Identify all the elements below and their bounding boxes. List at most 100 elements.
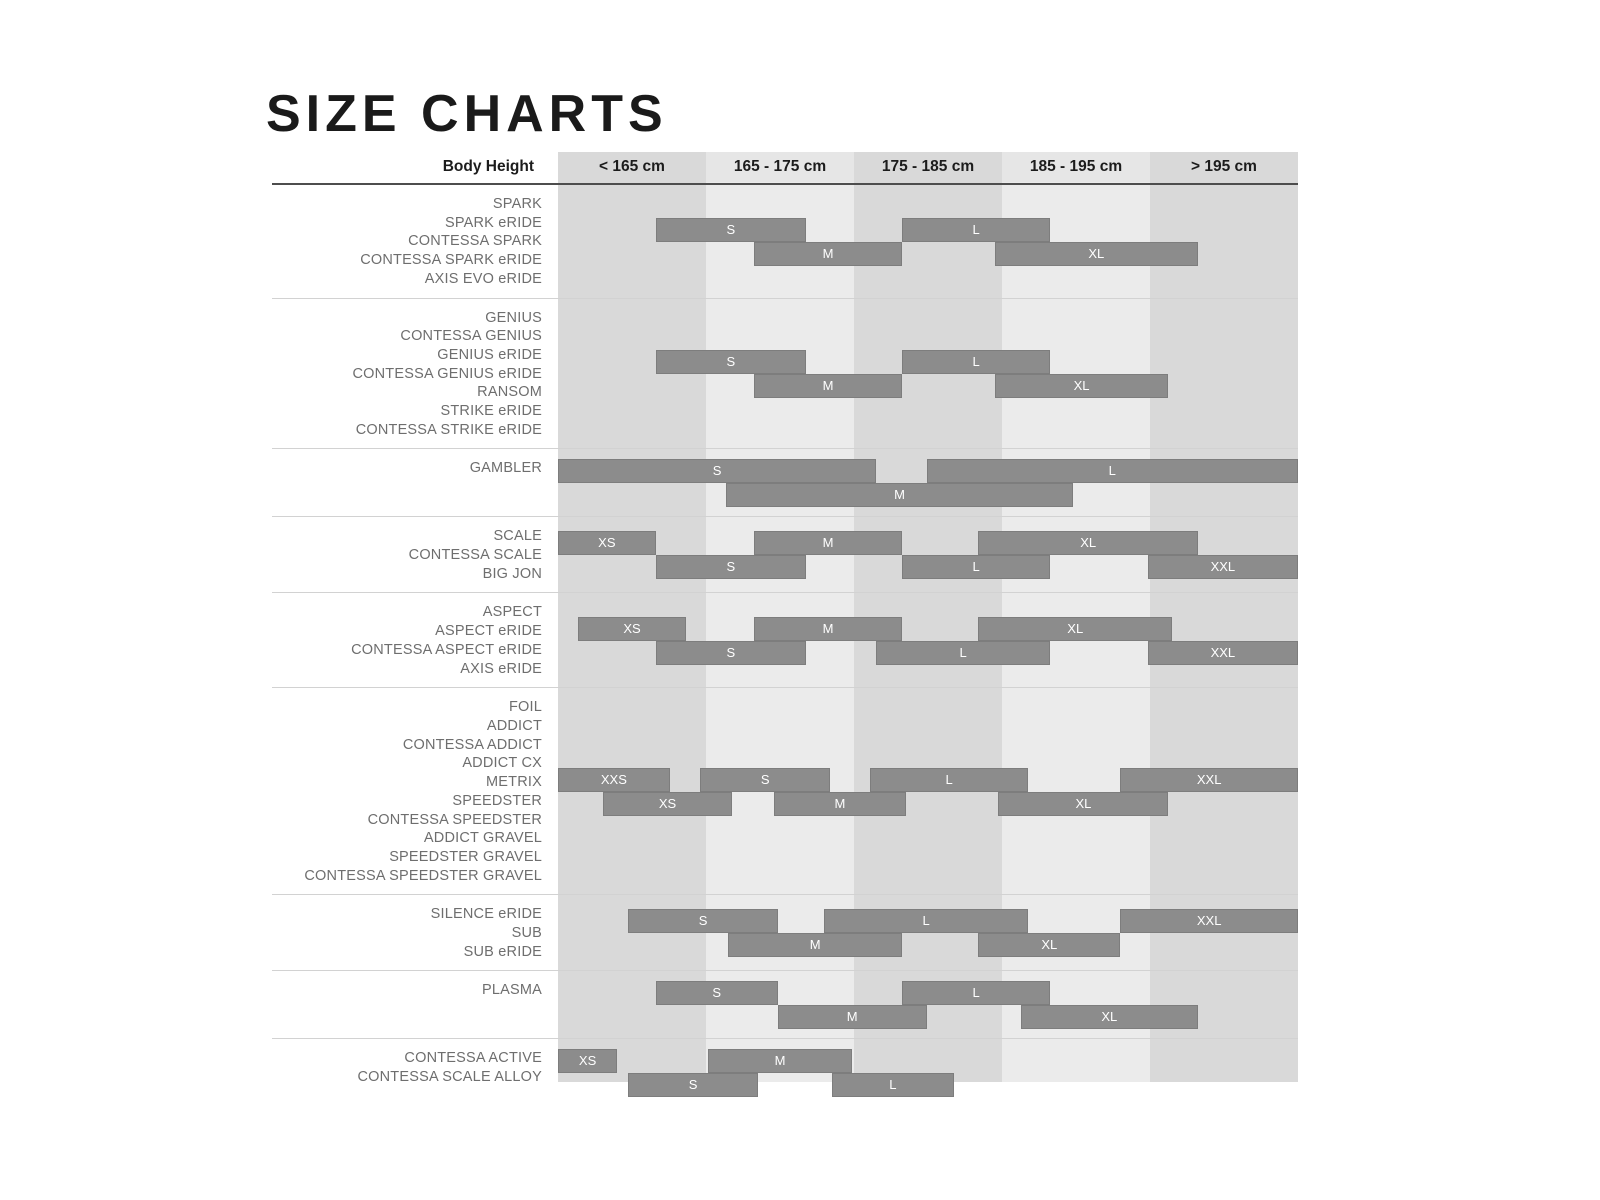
size-bar-row: XS M bbox=[558, 1049, 1298, 1074]
model-name: GENIUS eRIDE bbox=[437, 346, 542, 363]
model-name: ADDICT GRAVEL bbox=[423, 830, 542, 847]
size-bar-area: S L M XL bbox=[558, 185, 1298, 298]
size-chart-table: Body Height < 165 cm 165 - 175 cm 175 - 18… bbox=[272, 152, 1298, 1098]
size-bar-row: M XL bbox=[558, 373, 1298, 398]
size-bar-l: L bbox=[876, 640, 1051, 665]
size-bar-xxl: XXL bbox=[1120, 909, 1298, 934]
model-name: CONTESSA GENIUS bbox=[400, 328, 542, 345]
size-bar-row: XS M XL bbox=[558, 616, 1298, 641]
column-header-2: 165 - 175 cm bbox=[706, 152, 854, 182]
size-bar-xl: XL bbox=[1020, 1005, 1199, 1030]
model-group: SPARK SPARK eRIDE CONTESSA SPARK CONTESSA S… bbox=[272, 185, 1298, 299]
size-bar-xl: XL bbox=[994, 373, 1169, 398]
size-bar-m: M bbox=[708, 1049, 852, 1074]
size-bar-m: M bbox=[754, 531, 903, 556]
model-name: SCALE bbox=[493, 528, 542, 545]
size-bar-l: L bbox=[824, 909, 1028, 934]
size-bar-area: S L M XL bbox=[558, 971, 1298, 1038]
model-name-list: SILENCE eRIDE SUB SUB eRIDE bbox=[272, 905, 558, 961]
model-group: CONTESSA ACTIVE CONTESSA SCALE ALLOY XS M S L bbox=[272, 1039, 1298, 1107]
size-bar-xl: XL bbox=[994, 241, 1199, 266]
size-bar-s: S bbox=[655, 555, 806, 580]
size-bar-xxl: XXL bbox=[1147, 555, 1298, 580]
column-header-1: < 165 cm bbox=[558, 152, 706, 182]
table-header-row: Body Height < 165 cm 165 - 175 cm 175 - 18… bbox=[272, 152, 1298, 182]
size-bar-l: L bbox=[902, 981, 1051, 1006]
size-bar-xs: XS bbox=[558, 1049, 618, 1074]
model-name: GAMBLER bbox=[469, 460, 542, 477]
model-name-list: GENIUS CONTESSA GENIUS GENIUS eRIDE CONTESS… bbox=[272, 309, 558, 440]
size-bar-m: M bbox=[725, 483, 1074, 508]
size-bar-row: S L XXL bbox=[558, 909, 1298, 934]
model-group: SILENCE eRIDE SUB SUB eRIDE S L XXL M XL bbox=[272, 895, 1298, 972]
model-name-list: ASPECT ASPECT eRIDE CONTESSA ASPECT eRIDE A… bbox=[272, 603, 558, 678]
size-bar-row: M XL bbox=[558, 1005, 1298, 1030]
size-bar-m: M bbox=[777, 1005, 927, 1030]
model-name: ADDICT bbox=[486, 717, 542, 734]
model-name: CONTESSA STRIKE eRIDE bbox=[355, 421, 542, 438]
size-bar-row: S L XXL bbox=[558, 640, 1298, 665]
size-bar-xl: XL bbox=[978, 531, 1199, 556]
header-divider bbox=[272, 183, 1298, 185]
size-bar-l: L bbox=[902, 217, 1051, 242]
size-bar-xs: XS bbox=[577, 616, 686, 641]
model-name-list: FOIL ADDICT CONTESSA ADDICT ADDICT CX METRIX… bbox=[272, 698, 558, 885]
size-bar-xs: XS bbox=[558, 531, 656, 556]
model-name: SPARK eRIDE bbox=[444, 214, 542, 231]
size-bar-l: L bbox=[902, 555, 1051, 580]
model-name: CONTESSA ADDICT bbox=[402, 736, 542, 753]
model-name: SPEEDSTER bbox=[452, 792, 542, 809]
model-name: CONTESSA SCALE ALLOY bbox=[357, 1069, 542, 1086]
model-name: ADDICT CX bbox=[462, 755, 542, 772]
size-bar-row: XS M XL bbox=[558, 791, 1298, 816]
size-bar-row: M XL bbox=[558, 241, 1298, 266]
size-bar-row: M XL bbox=[558, 933, 1298, 958]
model-name: SILENCE eRIDE bbox=[430, 906, 542, 923]
model-group: SCALE CONTESSA SCALE BIG JON XS M XL S L XXL bbox=[272, 517, 1298, 594]
size-bar-s: S bbox=[558, 459, 877, 484]
model-name: GENIUS bbox=[485, 309, 542, 326]
size-bar-m: M bbox=[728, 933, 903, 958]
model-name-list: SPARK SPARK eRIDE CONTESSA SPARK CONTESSA S… bbox=[272, 195, 558, 289]
size-bar-area: XS M XL S L XXL bbox=[558, 593, 1298, 687]
size-bar-row: M bbox=[558, 483, 1298, 508]
model-name: CONTESSA ASPECT eRIDE bbox=[351, 641, 542, 658]
model-name: CONTESSA SPEEDSTER GRAVEL bbox=[304, 867, 542, 884]
column-header-4: 185 - 195 cm bbox=[1002, 152, 1150, 182]
model-name: PLASMA bbox=[481, 982, 542, 999]
size-bar-s: S bbox=[628, 1073, 758, 1098]
size-bar-row: XS M XL bbox=[558, 531, 1298, 556]
model-name: CONTESSA ACTIVE bbox=[404, 1050, 542, 1067]
size-bar-s: S bbox=[628, 909, 778, 934]
size-bar-xl: XL bbox=[978, 933, 1121, 958]
model-group: ASPECT ASPECT eRIDE CONTESSA ASPECT eRIDE A… bbox=[272, 593, 1298, 689]
size-bar-area: S L XXL M XL bbox=[558, 895, 1298, 970]
model-name-list: SCALE CONTESSA SCALE BIG JON bbox=[272, 527, 558, 583]
model-name: SPEEDSTER GRAVEL bbox=[389, 848, 542, 865]
column-header-3: 175 - 185 cm bbox=[854, 152, 1002, 182]
model-group: PLASMA S L M XL bbox=[272, 971, 1298, 1040]
size-bar-s: S bbox=[655, 640, 806, 665]
size-bar-l: L bbox=[926, 459, 1298, 484]
size-bar-s: S bbox=[700, 767, 831, 792]
model-name-list: GAMBLER bbox=[272, 459, 558, 478]
size-bar-m: M bbox=[754, 616, 903, 641]
size-bar-m: M bbox=[774, 791, 906, 816]
model-name: AXIS EVO eRIDE bbox=[424, 270, 542, 287]
model-name: CONTESSA SCALE bbox=[408, 547, 542, 564]
model-name: CONTESSA SPARK bbox=[408, 233, 542, 250]
model-name-list: PLASMA bbox=[272, 981, 558, 1000]
model-name: AXIS eRIDE bbox=[460, 660, 542, 677]
model-group: FOIL ADDICT CONTESSA ADDICT ADDICT CX METRIX… bbox=[272, 688, 1298, 896]
model-name: CONTESSA GENIUS eRIDE bbox=[352, 365, 542, 382]
size-bar-l: L bbox=[870, 767, 1028, 792]
size-bar-xl: XL bbox=[998, 791, 1169, 816]
column-header-5: > 195 cm bbox=[1150, 152, 1298, 182]
